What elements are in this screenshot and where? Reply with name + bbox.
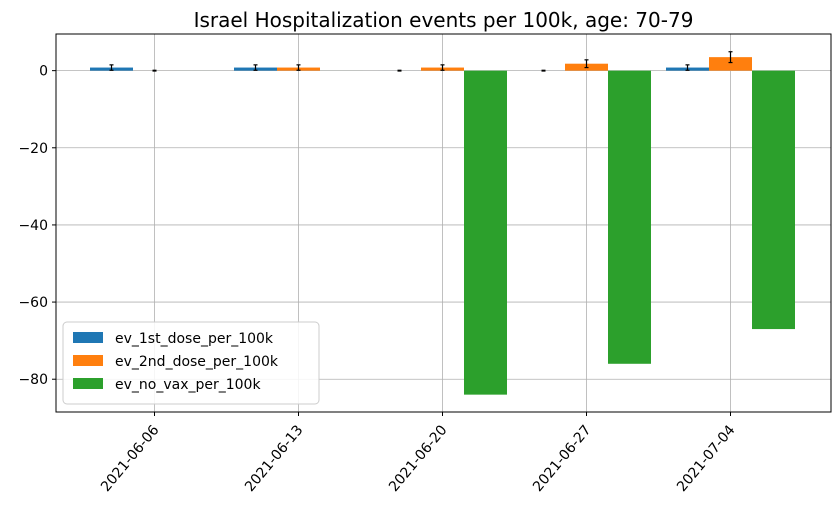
legend-label: ev_2nd_dose_per_100k [115, 354, 279, 370]
bar [709, 57, 752, 71]
y-tick-label: −60 [18, 295, 48, 311]
legend: ev_1st_dose_per_100k ev_2nd_dose_per_100k… [62, 321, 320, 405]
x-tick-label: 2021-06-13 [242, 422, 307, 495]
legend-swatch [73, 378, 103, 389]
chart-title: Israel Hospitalization events per 100k, … [194, 8, 694, 32]
x-tick-label: 2021-06-27 [530, 422, 595, 495]
x-axis: 2021-06-06 2021-06-13 2021-06-20 2021-06-27… [98, 412, 739, 495]
bar [752, 70, 795, 330]
legend-box [62, 321, 320, 405]
y-axis: 0 −20 −40 −60 −80 [18, 64, 56, 388]
legend-swatch [73, 355, 103, 366]
error-bars [109, 51, 733, 72]
x-tick-label: 2021-06-20 [386, 422, 451, 495]
legend-label: ev_no_vax_per_100k [115, 377, 261, 393]
x-tick-label: 2021-06-06 [98, 422, 163, 495]
x-tick-label: 2021-07-04 [674, 422, 739, 495]
bar [608, 70, 651, 364]
y-tick-label: −20 [18, 141, 48, 157]
bar [464, 70, 507, 395]
y-tick-label: 0 [39, 64, 48, 80]
legend-swatch [73, 332, 103, 343]
legend-label: ev_1st_dose_per_100k [115, 331, 274, 347]
y-tick-label: −40 [18, 218, 48, 234]
y-tick-label: −80 [18, 372, 48, 388]
plot-frame [55, 33, 832, 413]
